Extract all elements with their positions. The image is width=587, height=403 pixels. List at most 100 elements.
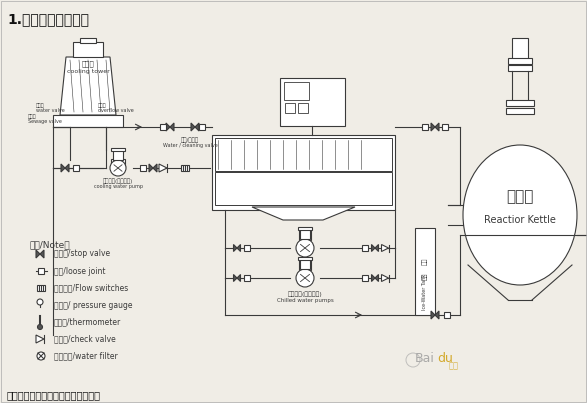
Circle shape: [296, 269, 314, 287]
Bar: [37, 285, 45, 291]
Text: 流量开关/Flow switches: 流量开关/Flow switches: [54, 283, 128, 293]
Bar: [362, 245, 368, 251]
Polygon shape: [375, 274, 379, 282]
Polygon shape: [166, 123, 170, 131]
Polygon shape: [435, 311, 439, 319]
Text: 备注/Note：: 备注/Note：: [30, 240, 70, 249]
Bar: [298, 103, 308, 113]
Polygon shape: [375, 245, 379, 251]
Bar: [199, 124, 205, 130]
Bar: [215, 172, 392, 205]
Bar: [299, 260, 311, 270]
Circle shape: [296, 239, 314, 257]
Polygon shape: [170, 123, 174, 131]
Bar: [73, 165, 79, 171]
Polygon shape: [65, 164, 69, 172]
Bar: [422, 124, 428, 130]
Polygon shape: [431, 123, 435, 131]
Bar: [181, 165, 189, 171]
Text: Water / cleaning valve: Water / cleaning valve: [163, 143, 217, 148]
Bar: [415, 228, 435, 315]
Circle shape: [38, 324, 42, 330]
Bar: [212, 135, 395, 210]
Bar: [215, 138, 392, 171]
Bar: [160, 124, 166, 130]
Polygon shape: [237, 274, 241, 282]
Bar: [244, 245, 250, 251]
Text: 补水阀: 补水阀: [36, 103, 45, 108]
Text: 压力表/ pressure gauge: 压力表/ pressure gauge: [54, 301, 133, 310]
Bar: [506, 100, 534, 106]
Bar: [298, 227, 312, 230]
Polygon shape: [372, 245, 375, 251]
Ellipse shape: [463, 145, 577, 285]
Text: 冷冻: 冷冻: [422, 258, 428, 265]
Bar: [244, 275, 250, 281]
Bar: [111, 148, 125, 151]
Polygon shape: [149, 164, 153, 172]
Bar: [508, 65, 532, 71]
Polygon shape: [61, 164, 65, 172]
Text: 温度计/thermometer: 温度计/thermometer: [54, 318, 122, 326]
Text: 冷却水泵(一备一用): 冷却水泵(一备一用): [103, 179, 133, 184]
Bar: [113, 150, 123, 160]
Bar: [508, 58, 532, 64]
Bar: [111, 159, 125, 168]
Circle shape: [37, 352, 45, 360]
Text: 反应釜: 反应釜: [507, 189, 534, 204]
Bar: [140, 165, 146, 171]
Text: water valve: water valve: [36, 108, 65, 113]
Bar: [80, 38, 96, 43]
Bar: [280, 78, 345, 126]
Circle shape: [110, 160, 126, 176]
Bar: [444, 312, 450, 318]
Polygon shape: [191, 123, 195, 131]
Polygon shape: [435, 123, 439, 131]
Polygon shape: [372, 274, 375, 282]
Bar: [299, 230, 311, 240]
Text: overflow valve: overflow valve: [98, 108, 134, 113]
Polygon shape: [382, 274, 389, 282]
Text: 止回阀/check valve: 止回阀/check valve: [54, 334, 116, 343]
Text: Chilled water pumps: Chilled water pumps: [276, 298, 333, 303]
Polygon shape: [234, 245, 237, 251]
Polygon shape: [195, 123, 199, 131]
Bar: [506, 108, 534, 114]
Bar: [298, 257, 312, 260]
Polygon shape: [237, 245, 241, 251]
Polygon shape: [252, 207, 355, 220]
Text: 活接/loose joint: 活接/loose joint: [54, 266, 106, 276]
Bar: [53, 115, 123, 127]
Bar: [362, 275, 368, 281]
Polygon shape: [36, 335, 44, 343]
Text: 水过滤器/water filter: 水过滤器/water filter: [54, 351, 118, 361]
Text: Ice-Water Tank: Ice-Water Tank: [423, 274, 427, 310]
Polygon shape: [159, 164, 167, 172]
Bar: [73, 42, 103, 57]
Bar: [442, 124, 448, 130]
Polygon shape: [36, 250, 40, 258]
Text: 注：风冷式冷水机不需要配冷却水塔: 注：风冷式冷水机不需要配冷却水塔: [7, 390, 101, 400]
Text: 溢水阀: 溢水阀: [98, 103, 107, 108]
Polygon shape: [153, 164, 157, 172]
Bar: [512, 38, 528, 60]
Polygon shape: [60, 57, 116, 115]
Text: 排污阀: 排污阀: [28, 114, 36, 119]
Text: Bai: Bai: [415, 352, 435, 365]
Text: 补水/清洗阀: 补水/清洗阀: [181, 137, 199, 143]
Text: 冷冻水泵(一备一用): 冷冻水泵(一备一用): [288, 291, 322, 297]
Text: 1.系统方案简易图：: 1.系统方案简易图：: [7, 12, 89, 26]
Text: 冷却塔: 冷却塔: [82, 61, 95, 67]
Bar: [284, 82, 309, 100]
Polygon shape: [382, 245, 389, 251]
Polygon shape: [431, 311, 435, 319]
Text: Reactior Kettle: Reactior Kettle: [484, 215, 556, 225]
Text: 截止阀/stop valve: 截止阀/stop valve: [54, 249, 110, 258]
Bar: [38, 268, 44, 274]
Text: cooling water pump: cooling water pump: [93, 184, 143, 189]
Text: Sewage valve: Sewage valve: [28, 119, 62, 124]
Text: cooling tower: cooling tower: [67, 69, 109, 75]
Text: 水箱: 水箱: [422, 273, 428, 280]
Polygon shape: [234, 274, 237, 282]
Bar: [285, 103, 295, 113]
